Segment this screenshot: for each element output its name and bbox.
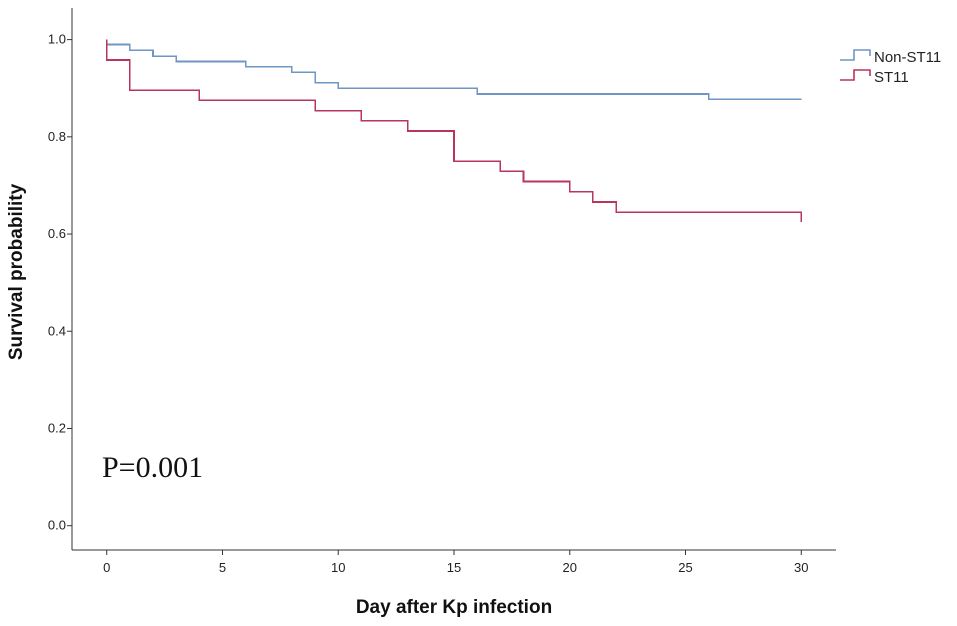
x-tick-label: 5	[219, 560, 226, 575]
series-line-st11	[105, 39, 803, 222]
x-tick-label: 20	[563, 560, 577, 575]
x-tick-label: 0	[103, 560, 110, 575]
series-line-non-st11	[105, 39, 802, 101]
x-axis-title: Day after Kp infection	[356, 597, 552, 618]
y-tick-label: 1.0	[48, 32, 66, 47]
legend-swatch-non-st11	[840, 49, 871, 61]
y-tick-label: 0.4	[48, 323, 66, 338]
legend-swatch-st11	[840, 69, 871, 81]
axis-ticks: 0 5 10 15 20 25 30 0.0 0.2 0.4 0.6 0.8 1.0	[48, 32, 809, 575]
series-layer	[105, 39, 803, 222]
p-value-annotation: P=0.001	[102, 451, 203, 484]
y-tick-label: 0.6	[48, 226, 66, 241]
y-tick-label: 0.0	[48, 518, 66, 533]
x-tick-label: 15	[447, 560, 461, 575]
x-tick-label: 25	[678, 560, 692, 575]
legend: Non-ST11 ST11	[840, 49, 941, 86]
legend-label-non-st11: Non-ST11	[874, 49, 941, 66]
x-tick-label: 10	[331, 560, 345, 575]
x-tick-label: 30	[794, 560, 808, 575]
y-tick-label: 0.2	[48, 420, 66, 435]
y-tick-label: 0.8	[48, 129, 66, 144]
y-axis-title: Survival probability	[6, 183, 27, 360]
legend-label-st11: ST11	[874, 69, 909, 86]
